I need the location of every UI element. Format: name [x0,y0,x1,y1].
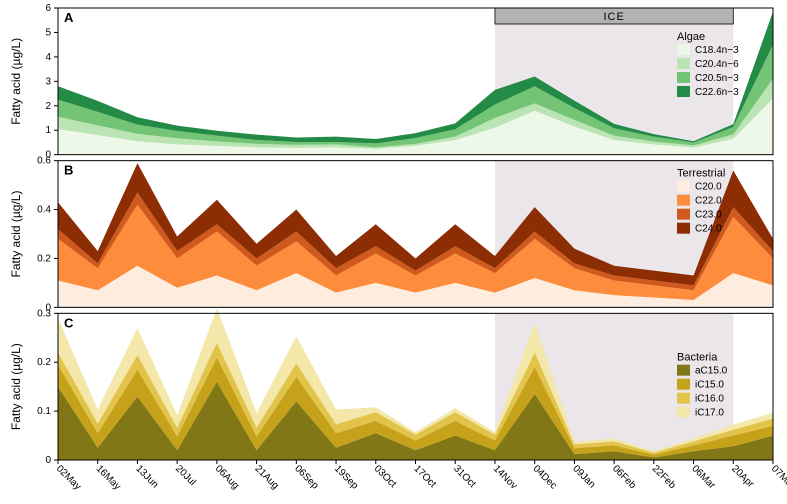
xtick-label: 31Oct [451,463,478,490]
xtick-label: 02May [54,463,83,492]
xtick-label: 22Feb [650,463,678,491]
legend-swatch [677,181,690,192]
xtick-label: 04Dec [531,463,559,491]
ytick-label: 2 [45,101,51,112]
xtick-label: 06Mar [689,463,717,491]
legend-swatch [677,86,690,97]
legend-label: C20.0 [695,182,722,193]
ytick-label: 4 [45,52,51,63]
legend-title: Algae [677,31,705,43]
legend-title: Bacteria [677,352,718,364]
legend-swatch [677,379,690,390]
xtick-label: 16May [94,463,123,492]
panel-B: 00.20.40.6Fatty acid (µg/L)BTerrestrialC… [9,156,773,314]
legend-swatch [677,58,690,69]
xtick-label: 17Oct [411,463,438,490]
legend: Terrestrial C20.0 C22.0 C23.0 C24.0 [677,168,725,235]
legend-label: C20.4n−6 [695,59,739,70]
xtick-label: 07May [769,463,787,492]
legend-swatch [677,393,690,404]
legend-label: C23.0 [695,210,722,221]
ytick-label: 0.1 [37,406,51,417]
ytick-label: 1 [45,125,51,136]
xtick-label: 09Jan [570,463,597,490]
legend-label: C24.0 [695,224,722,235]
ytick-label: 3 [45,76,51,87]
legend-label: iC15.0 [695,380,724,391]
xtick-label: 06Sep [292,463,321,492]
legend-swatch [677,407,690,418]
ytick-label: 0.4 [37,205,51,216]
legend-swatch [677,44,690,55]
xtick-label: 20Apr [729,463,756,490]
xtick-label: 06Feb [610,463,638,491]
panel-letter: A [64,10,74,25]
legend-swatch [677,195,690,206]
ytick-label: 5 [45,27,51,38]
panel-letter: B [64,163,73,178]
xtick-label: 21Aug [252,463,280,491]
legend-label: C18.4n−3 [695,45,739,56]
legend-label: iC17.0 [695,408,724,419]
legend-label: iC16.0 [695,394,724,405]
xtick-label: 20Jul [173,463,198,488]
legend-swatch [677,365,690,376]
y-axis-label: Fatty acid (µg/L) [9,343,23,430]
legend-label: C20.5n−3 [695,73,739,84]
ytick-label: 0.2 [37,253,51,264]
legend-label: C22.0 [695,196,722,207]
legend-title: Terrestrial [677,168,725,180]
ytick-label: 6 [45,3,51,14]
legend-swatch [677,209,690,220]
ytick-label: 0.3 [37,308,51,319]
y-axis-label: Fatty acid (µg/L) [9,38,23,125]
panel-C: 0 0.1 0.2 0.3 Fatty acid (µg/L) C Bacteria aC15… [9,308,773,466]
legend-swatch [677,223,690,234]
ytick-label: 0.2 [37,357,51,368]
ytick-label: 0 [45,455,51,466]
xtick-label: 19Sep [332,463,361,492]
xtick-label: 06Aug [213,463,241,491]
ice-label: ICE [603,11,624,23]
chart-container: ICE 0 1 2 3 4 5 6 Fatty acid (µg/L) A Algae C18.4n−… [0,0,787,504]
xtick-label: 13Jun [133,463,160,490]
panel-A: ICE0123456Fatty acid (µg/L)AAlgaeC18.4n−… [9,3,773,161]
xtick-label: 03Oct [372,463,399,490]
legend-label: aC15.0 [695,366,728,377]
ytick-label: 0.6 [37,156,51,167]
legend-swatch [677,72,690,83]
xtick-label: 14Nov [491,463,519,491]
panel-letter: C [64,315,74,330]
y-axis-label: Fatty acid (µg/L) [9,191,23,278]
legend-label: C22.6n−3 [695,87,739,98]
